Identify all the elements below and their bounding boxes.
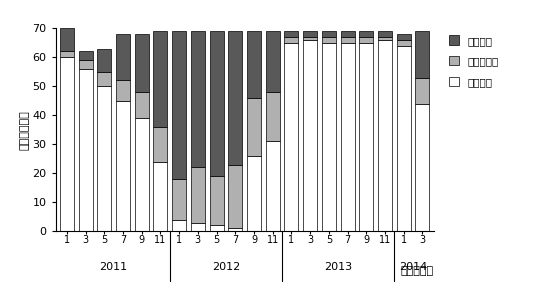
Bar (153, 162, 167, 231)
Bar (229, 31, 242, 164)
Bar (415, 103, 429, 231)
Bar (78, 51, 92, 60)
Bar (191, 168, 205, 222)
Bar (116, 80, 130, 101)
Bar (210, 176, 224, 225)
Bar (303, 40, 317, 231)
Bar (322, 37, 336, 43)
Bar (266, 31, 280, 92)
Bar (135, 34, 148, 92)
Bar (285, 37, 299, 43)
Bar (247, 156, 261, 231)
Bar (153, 31, 167, 127)
Bar (359, 37, 373, 43)
Bar (172, 179, 186, 220)
Bar (191, 222, 205, 231)
Bar (341, 37, 355, 43)
Bar (135, 118, 148, 231)
Text: 2013: 2013 (324, 262, 353, 272)
Bar (397, 46, 411, 231)
Bar (397, 40, 411, 46)
Bar (135, 92, 148, 118)
Bar (359, 31, 373, 37)
Legend: 価格下落, 価格横ばい, 価格上昇: 価格下落, 価格横ばい, 価格上昇 (446, 33, 500, 89)
Bar (191, 31, 205, 168)
Bar (116, 34, 130, 80)
Bar (378, 37, 392, 40)
Bar (78, 69, 92, 231)
Bar (210, 225, 224, 231)
Bar (60, 51, 74, 57)
Bar (172, 31, 186, 179)
Bar (266, 92, 280, 141)
Bar (60, 28, 74, 51)
Bar (285, 43, 299, 231)
Text: （年、月）: （年、月） (400, 266, 434, 276)
Bar (378, 40, 392, 231)
Bar (97, 86, 111, 231)
Bar (172, 220, 186, 231)
Bar (210, 31, 224, 176)
Bar (378, 31, 392, 37)
Bar (153, 127, 167, 162)
Bar (285, 31, 299, 37)
Text: 2014: 2014 (399, 262, 427, 272)
Bar (116, 101, 130, 231)
Bar (322, 31, 336, 37)
Bar (247, 31, 261, 98)
Bar (303, 31, 317, 37)
Bar (266, 141, 280, 231)
Bar (397, 34, 411, 40)
Y-axis label: （都市の数）: （都市の数） (19, 110, 29, 149)
Bar (78, 60, 92, 69)
Bar (415, 31, 429, 78)
Bar (341, 31, 355, 37)
Text: 2011: 2011 (100, 262, 128, 272)
Bar (247, 98, 261, 156)
Bar (229, 228, 242, 231)
Bar (60, 57, 74, 231)
Bar (229, 164, 242, 228)
Bar (97, 72, 111, 86)
Text: 2012: 2012 (212, 262, 240, 272)
Bar (359, 43, 373, 231)
Bar (415, 78, 429, 103)
Bar (322, 43, 336, 231)
Bar (97, 49, 111, 72)
Bar (303, 37, 317, 40)
Bar (341, 43, 355, 231)
